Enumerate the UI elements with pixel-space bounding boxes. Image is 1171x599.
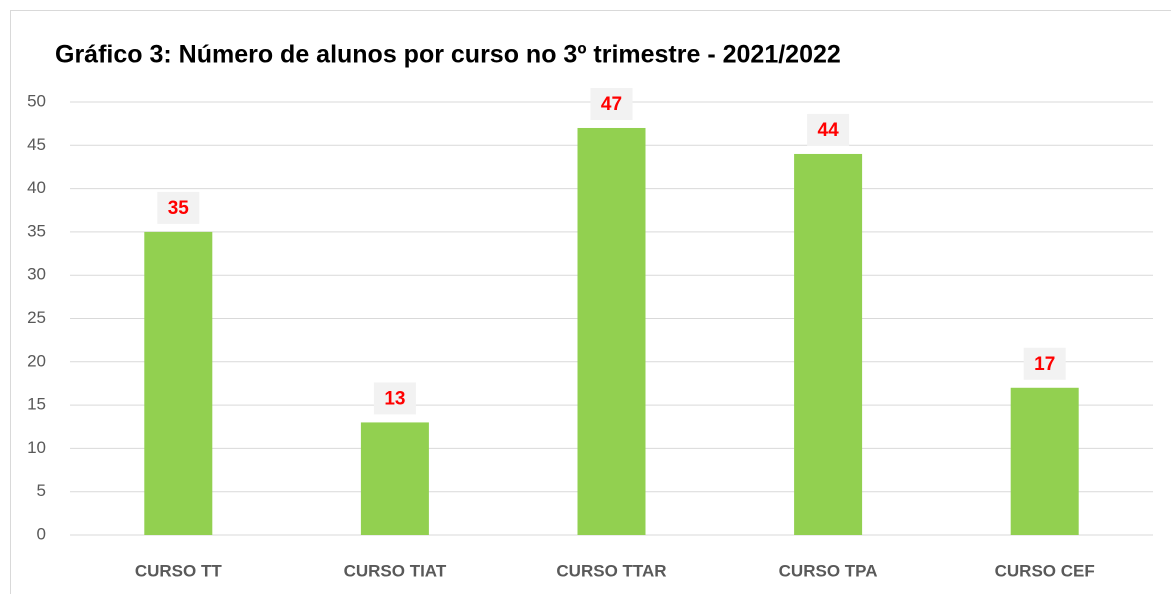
- x-tick-label: CURSO CEF: [995, 561, 1095, 580]
- y-tick-label: 50: [27, 91, 46, 110]
- data-label: 35: [168, 198, 190, 219]
- data-label: 44: [818, 120, 840, 141]
- y-tick-label: 40: [27, 178, 46, 197]
- data-label: 47: [601, 94, 622, 115]
- bar: [794, 154, 862, 535]
- y-tick-label: 45: [27, 135, 46, 154]
- y-tick-label: 10: [27, 438, 46, 457]
- bar: [578, 128, 646, 535]
- y-tick-label: 15: [27, 395, 46, 414]
- data-label: 13: [384, 388, 405, 409]
- y-tick-label: 5: [37, 481, 46, 500]
- y-tick-label: 35: [27, 221, 46, 240]
- bar: [144, 232, 212, 535]
- y-tick-label: 0: [37, 524, 46, 543]
- y-tick-label: 30: [27, 265, 46, 284]
- bar: [1011, 388, 1079, 535]
- x-tick-label: CURSO TPA: [779, 561, 878, 580]
- x-tick-label: CURSO TIAT: [344, 561, 447, 580]
- y-tick-label: 20: [27, 351, 46, 370]
- x-tick-label: CURSO TTAR: [556, 561, 666, 580]
- data-label: 17: [1034, 354, 1055, 375]
- y-tick-label: 25: [27, 308, 46, 327]
- chart-title: Gráfico 3: Número de alunos por curso no…: [55, 41, 841, 69]
- x-tick-label: CURSO TT: [135, 561, 223, 580]
- bar: [361, 422, 429, 535]
